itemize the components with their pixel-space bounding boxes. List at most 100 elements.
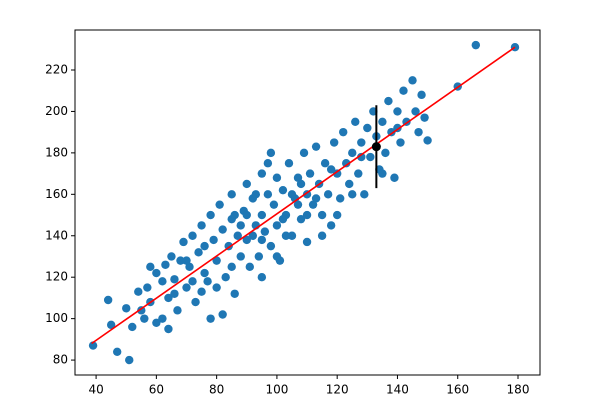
point [293,200,303,209]
point [302,210,312,220]
point [152,268,161,278]
point [206,314,215,323]
point [212,256,221,265]
point [317,231,327,240]
regression-line [91,46,516,345]
point [164,293,173,303]
point [227,262,236,272]
point [182,283,191,292]
point [320,159,330,168]
y-tick-label: 220 [45,62,68,76]
point [278,185,288,195]
point [339,127,348,137]
point [351,117,360,126]
point [170,289,179,298]
point [278,214,288,224]
point [134,287,143,296]
x-tick-label: 180 [507,383,530,397]
x-tick-label: 120 [326,383,349,397]
point [296,214,306,224]
point [176,256,185,265]
point [179,237,188,247]
point [188,277,197,286]
point [378,117,387,126]
point [215,200,224,209]
point [348,190,357,199]
point [348,148,357,158]
point [242,210,251,220]
point [332,169,342,178]
point [257,169,267,178]
point [125,355,134,365]
point [152,318,161,327]
point [263,190,273,199]
y-tick-label: 160 [45,187,68,201]
point [170,275,179,284]
point [266,148,276,158]
y-tick-label: 80 [53,353,68,367]
point [354,169,363,178]
point [414,127,423,137]
point [245,262,254,272]
point [128,322,137,332]
point [158,277,167,286]
mean-point [371,142,381,152]
point [206,210,215,220]
point [302,237,312,247]
point [112,347,122,356]
point [263,159,273,168]
point [287,190,297,199]
point [293,173,303,182]
point [137,306,146,315]
x-tick-label: 160 [446,383,469,397]
point [360,190,369,199]
point [363,123,372,133]
point [248,231,258,240]
point [423,136,432,145]
point [287,231,297,240]
point [390,173,399,182]
point [281,231,291,240]
x-tick-label: 60 [149,383,164,397]
point [329,138,339,147]
point [103,295,113,305]
point [173,306,182,315]
point [254,252,264,261]
point [167,252,176,261]
point [209,235,218,245]
point [384,96,393,106]
point [311,142,321,151]
point [197,221,206,230]
point [203,277,212,286]
point [378,169,387,178]
y-tick-label: 120 [45,270,68,284]
point [269,200,279,209]
point [396,138,405,147]
point [411,107,420,116]
point [408,76,417,85]
point [251,190,261,199]
point [326,221,336,230]
point [257,272,267,282]
point [323,190,333,199]
point [230,210,239,220]
point [143,283,152,292]
point [420,113,429,122]
y-tick-label: 100 [45,311,68,325]
point [236,221,245,230]
point [188,231,197,240]
point [161,260,170,269]
point [357,152,366,162]
point [185,262,194,272]
point [158,314,167,323]
y-tick-label: 140 [45,228,68,242]
point [272,173,282,182]
point [366,152,375,162]
point [299,148,309,158]
point [236,252,245,261]
point [227,190,236,199]
plot-frame [74,29,541,376]
point [230,289,239,298]
